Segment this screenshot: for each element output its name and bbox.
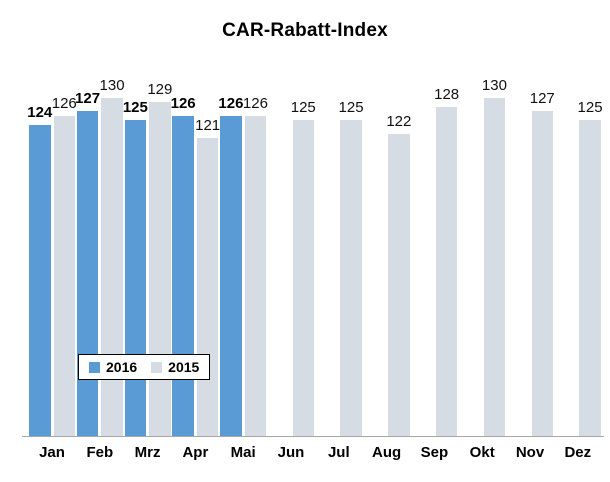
legend-item-2016: 2016 [89,359,137,375]
x-tick-label-Jan: Jan [39,444,65,461]
x-tick-label-Jul: Jul [327,444,350,461]
chart-title: CAR-Rabatt-Index [222,20,388,41]
data-label-2015-Sep: 128 [434,85,460,103]
bar-2015-Dez [579,120,601,436]
data-label-2016-Mrz: 125 [122,99,148,117]
data-label-2015-Jan: 126 [51,94,77,112]
x-tick-label-Feb: Feb [86,444,114,461]
bar-2016-Feb [76,111,99,436]
data-label-2015-Apr: 121 [195,117,221,135]
x-axis: Jan Feb Mrz Apr Mai Jun Jul Aug Sep Okt Nov Dez [22,444,604,464]
x-tick-label-Jun: Jun [277,444,305,461]
bar-2015-Feb [101,98,123,436]
x-tick-label-Mai: Mai [230,444,256,461]
bar-2016-Mrz [124,120,147,436]
legend-label-2015: 2015 [168,359,200,375]
data-label-2015-Feb: 130 [99,77,125,94]
legend-swatch-2016 [89,361,100,373]
data-label-2015-Aug: 122 [386,112,412,130]
x-tick-label-Apr: Apr [182,444,209,461]
bar-2015-Jun [292,120,314,436]
data-label-2015-Dez: 125 [577,99,603,117]
bar-2015-Jul [340,120,362,436]
legend-label-2016: 2016 [106,359,138,375]
data-label-2015-Jun: 125 [290,99,316,117]
bar-2016-Jan [29,124,51,436]
bar-2016-Apr [172,115,194,436]
bar-2016-Mai [220,115,242,436]
data-label-2015-Mrz: 129 [147,81,173,99]
data-label-2015-Jul: 125 [338,99,364,117]
x-tick-label-Mrz: Mrz [134,444,161,461]
legend: 2016 2015 [78,354,211,380]
x-tick-label-Okt: Okt [469,444,495,461]
x-tick-label-Dez: Dez [564,444,592,461]
x-tick-label-Nov: Nov [515,444,545,461]
data-label-2016-Apr: 126 [170,94,196,112]
data-label-2015-Nov: 127 [529,90,555,108]
data-label-2016-Mai: 126 [218,94,244,112]
bar-2015-Sep [435,106,458,436]
x-axis-line [22,436,604,437]
bar-2015-Aug [388,133,410,436]
bar-2015-Nov [531,111,553,436]
bar-2015-Jan [53,115,75,436]
x-tick-label-Sep: Sep [420,444,449,461]
legend-swatch-2015 [151,361,163,373]
data-label-2015-Okt: 130 [481,77,507,94]
bar-2015-Okt [483,98,506,436]
bar-2015-Mai [244,115,267,436]
x-tick-label-Aug: Aug [372,444,402,461]
data-label-2016-Jan: 124 [27,103,53,121]
bar-2015-Mrz [149,102,171,436]
bar-2015-Apr [196,138,219,436]
legend-item-2015: 2015 [151,359,199,375]
data-label-2015-Mai: 126 [242,94,268,112]
data-label-2016-Feb: 127 [75,90,101,108]
